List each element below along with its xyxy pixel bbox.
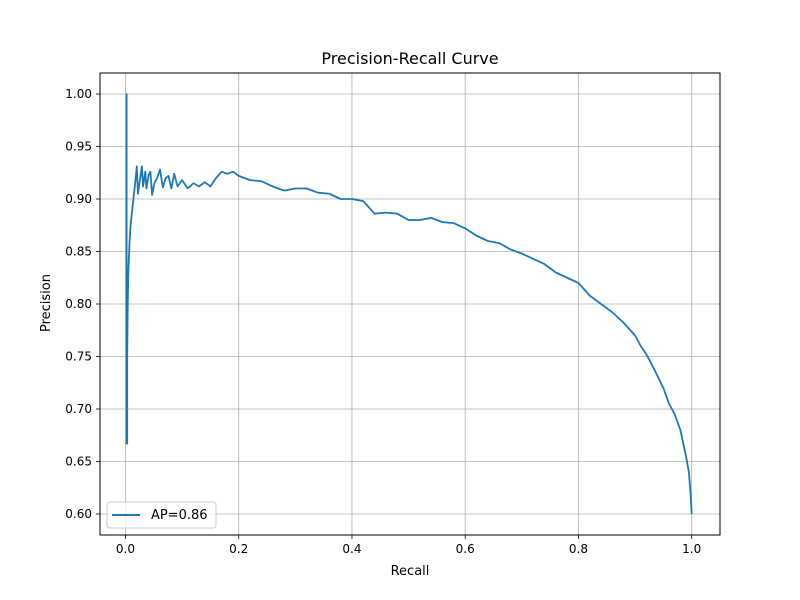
y-tick-label: 0.70 — [65, 402, 92, 416]
y-tick-label: 0.95 — [65, 140, 92, 154]
legend-box — [106, 501, 217, 529]
y-tick-label: 0.75 — [65, 350, 92, 364]
y-axis-ticks: 0.60 0.65 0.70 0.75 0.80 0.85 0.90 0.95 1.00 — [65, 87, 100, 521]
x-axis-label: Recall — [391, 564, 430, 579]
x-tick-label: 0.0 — [116, 542, 135, 556]
x-axis-ticks: 0.0 0.2 0.4 0.6 0.8 1.0 — [116, 535, 701, 556]
y-tick-label: 0.65 — [65, 455, 92, 469]
y-axis-label: Precision — [39, 274, 54, 332]
x-tick-label: 0.8 — [569, 542, 588, 556]
pr-curve-line — [125, 93, 693, 515]
x-tick-label: 0.2 — [229, 542, 248, 556]
legend: AP=0.86 — [106, 501, 217, 529]
y-tick-label: 0.85 — [65, 245, 92, 259]
y-tick-label: 1.00 — [65, 87, 92, 101]
y-tick-label: 0.80 — [65, 297, 92, 311]
y-tick-label: 0.90 — [65, 192, 92, 206]
x-tick-label: 0.6 — [456, 542, 475, 556]
legend-label: AP=0.86 — [151, 508, 208, 523]
grid-lines — [100, 73, 720, 535]
x-tick-label: 1.0 — [682, 542, 701, 556]
chart-title: Precision-Recall Curve — [321, 49, 498, 68]
x-tick-label: 0.4 — [342, 542, 361, 556]
y-tick-label: 0.60 — [65, 507, 92, 521]
series-layer — [125, 93, 693, 515]
